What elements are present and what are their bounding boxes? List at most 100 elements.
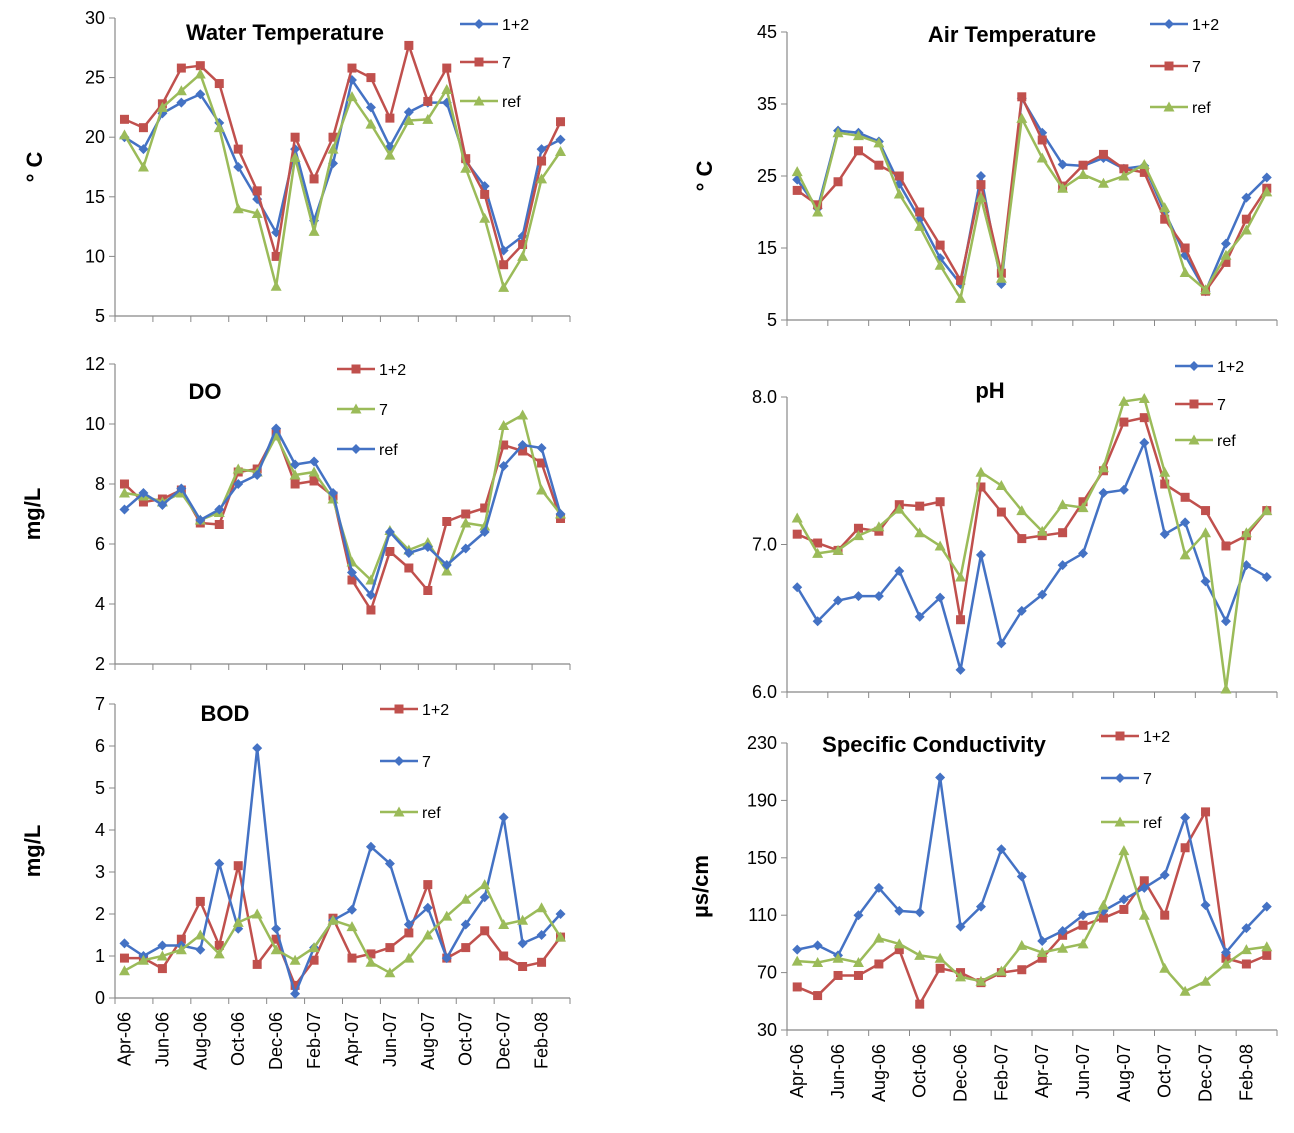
legend-label: ref [379, 442, 398, 459]
data-point [119, 938, 130, 949]
data-point [461, 509, 471, 519]
legend-label: 7 [1217, 397, 1226, 414]
data-point [996, 507, 1006, 517]
data-point [1221, 541, 1231, 551]
data-point [499, 260, 509, 270]
legend-marker [393, 806, 405, 817]
data-point [1241, 560, 1252, 571]
data-point [1097, 899, 1109, 910]
data-point [975, 192, 987, 203]
data-point [1241, 959, 1251, 969]
data-point [422, 113, 434, 124]
data-point [873, 521, 885, 532]
data-point [213, 948, 225, 959]
data-point [1220, 238, 1231, 249]
data-point [251, 908, 263, 919]
data-point [1077, 502, 1089, 513]
data-point [1016, 871, 1027, 882]
x-tick-label: Apr-06 [787, 1044, 807, 1098]
data-point [499, 440, 509, 450]
data-point [537, 957, 547, 967]
data-point [914, 907, 925, 918]
data-point [1119, 417, 1129, 427]
legend-label: 1+2 [1217, 359, 1244, 376]
data-point [1221, 953, 1231, 963]
data-point [935, 592, 946, 603]
chart-title: pH [975, 378, 1004, 403]
data-point [137, 954, 149, 965]
data-point [1016, 605, 1027, 616]
y-tick-label: 10 [85, 414, 105, 434]
data-point [1160, 479, 1170, 489]
y-tick-label: 7 [95, 694, 105, 714]
data-point [498, 281, 510, 292]
data-point [1037, 953, 1047, 963]
data-point [1261, 901, 1272, 912]
legend-label: ref [1192, 100, 1211, 117]
data-point [290, 988, 301, 999]
y-tick-label: 8.0 [752, 387, 777, 407]
data-point [479, 212, 491, 223]
data-point [270, 944, 282, 955]
data-point [1180, 812, 1191, 823]
data-point [441, 565, 453, 576]
y-tick-label: 190 [747, 790, 777, 810]
chart-title: Water Temperature [186, 20, 384, 45]
data-point [1016, 505, 1028, 516]
x-tick-label: Aug-06 [869, 1044, 889, 1102]
data-point [536, 144, 547, 155]
data-point [290, 132, 300, 142]
x-tick-label: Apr-07 [342, 1012, 362, 1066]
data-point [327, 143, 339, 154]
data-point [915, 207, 925, 217]
y-tick-label: 45 [757, 22, 777, 42]
data-point [441, 953, 452, 964]
data-point [347, 575, 357, 585]
data-point [832, 127, 844, 138]
data-point [1016, 939, 1028, 950]
y-axis-label: µs/cm [688, 855, 713, 918]
data-point [195, 61, 205, 71]
data-point [385, 943, 395, 953]
data-point [290, 980, 300, 990]
data-point [975, 466, 987, 477]
data-point [833, 177, 843, 187]
data-point [214, 504, 225, 515]
data-point [194, 929, 206, 940]
data-point [327, 914, 339, 925]
data-point [813, 200, 823, 210]
data-point [517, 250, 529, 261]
data-point [893, 188, 905, 199]
data-point [555, 931, 567, 942]
data-point [328, 488, 339, 498]
series-line-7 [796, 95, 1268, 293]
data-point [1241, 192, 1252, 203]
data-point [118, 129, 130, 140]
data-point [935, 240, 945, 250]
data-point [1138, 392, 1150, 403]
data-point [195, 89, 206, 100]
series-line-1+2 [796, 96, 1268, 293]
y-tick-label: 1 [95, 946, 105, 966]
data-point [853, 591, 864, 602]
y-tick-label: 5 [95, 306, 105, 326]
data-point [214, 520, 224, 529]
data-point [1159, 870, 1170, 881]
data-point [252, 186, 262, 196]
legend-marker [1163, 101, 1175, 112]
data-point [480, 503, 490, 513]
data-point [309, 476, 319, 486]
x-tick-label: Apr-06 [114, 1012, 134, 1066]
data-point [536, 173, 548, 184]
data-point [1118, 894, 1129, 905]
data-point [271, 251, 281, 261]
x-tick-label: Oct-06 [910, 1044, 930, 1098]
data-point [403, 115, 415, 126]
data-point [975, 171, 986, 181]
data-point [308, 466, 320, 477]
x-tick-label: Jun-06 [152, 1012, 172, 1067]
data-point [832, 544, 844, 555]
data-point [365, 590, 376, 600]
